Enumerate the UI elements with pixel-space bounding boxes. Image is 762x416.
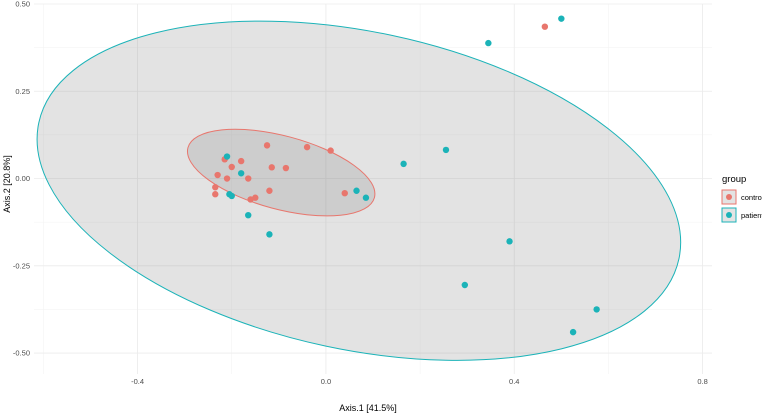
legend-title: group: [722, 174, 746, 185]
point-patient: [569, 328, 577, 336]
point-patient: [485, 39, 492, 47]
point-patient: [400, 160, 407, 168]
y-tick-label: -0.50: [13, 349, 30, 358]
x-tick-label: 0.8: [697, 377, 707, 386]
point-control: [263, 142, 271, 149]
point-control: [228, 163, 235, 171]
point-patient: [353, 187, 360, 194]
point-control: [237, 157, 245, 165]
point-control: [541, 23, 549, 30]
point-control: [212, 191, 219, 198]
point-patient: [558, 15, 565, 22]
x-tick-label: 0.4: [509, 377, 519, 386]
point-control: [223, 175, 231, 182]
legend-key-point-patient: [726, 212, 732, 218]
x-tick-label: 0.0: [321, 377, 331, 386]
point-control: [268, 164, 275, 171]
grid-lines: [34, 3, 712, 374]
tick-labels: -0.4 0.0 0.4 0.8 -0.50 -0.25 0.00 0.25 0.50: [13, 0, 708, 386]
point-control: [214, 171, 221, 179]
point-patient: [362, 194, 370, 201]
x-axis-title: Axis.1 [41.5%]: [339, 403, 397, 413]
legend-key-point-control: [726, 194, 732, 200]
y-tick-label: 0.50: [15, 0, 30, 9]
point-control: [212, 184, 219, 191]
y-tick-label: 0.00: [15, 174, 30, 183]
point-patient: [245, 211, 252, 219]
y-axis-title: Axis.2 [20.8%]: [2, 155, 12, 213]
point-control: [282, 164, 290, 172]
point-control: [245, 175, 252, 182]
point-control: [266, 187, 273, 194]
y-tick-label: -0.25: [13, 261, 30, 270]
point-patient: [266, 231, 273, 238]
point-patient: [461, 281, 469, 289]
y-tick-label: 0.25: [15, 87, 30, 96]
point-control: [327, 147, 334, 154]
point-patient: [228, 192, 235, 200]
point-patient: [593, 306, 600, 313]
legend: group control patient: [721, 174, 762, 223]
x-tick-label: -0.4: [131, 377, 144, 386]
point-control: [247, 196, 254, 203]
legend-label-patient: patient: [741, 211, 762, 220]
legend-label-control: control: [741, 193, 762, 202]
point-patient: [237, 170, 245, 177]
point-control: [303, 143, 311, 151]
point-patient: [442, 146, 450, 154]
point-patient: [223, 153, 231, 160]
point-control: [341, 189, 348, 197]
data-points: [212, 15, 600, 336]
point-patient: [506, 238, 513, 245]
